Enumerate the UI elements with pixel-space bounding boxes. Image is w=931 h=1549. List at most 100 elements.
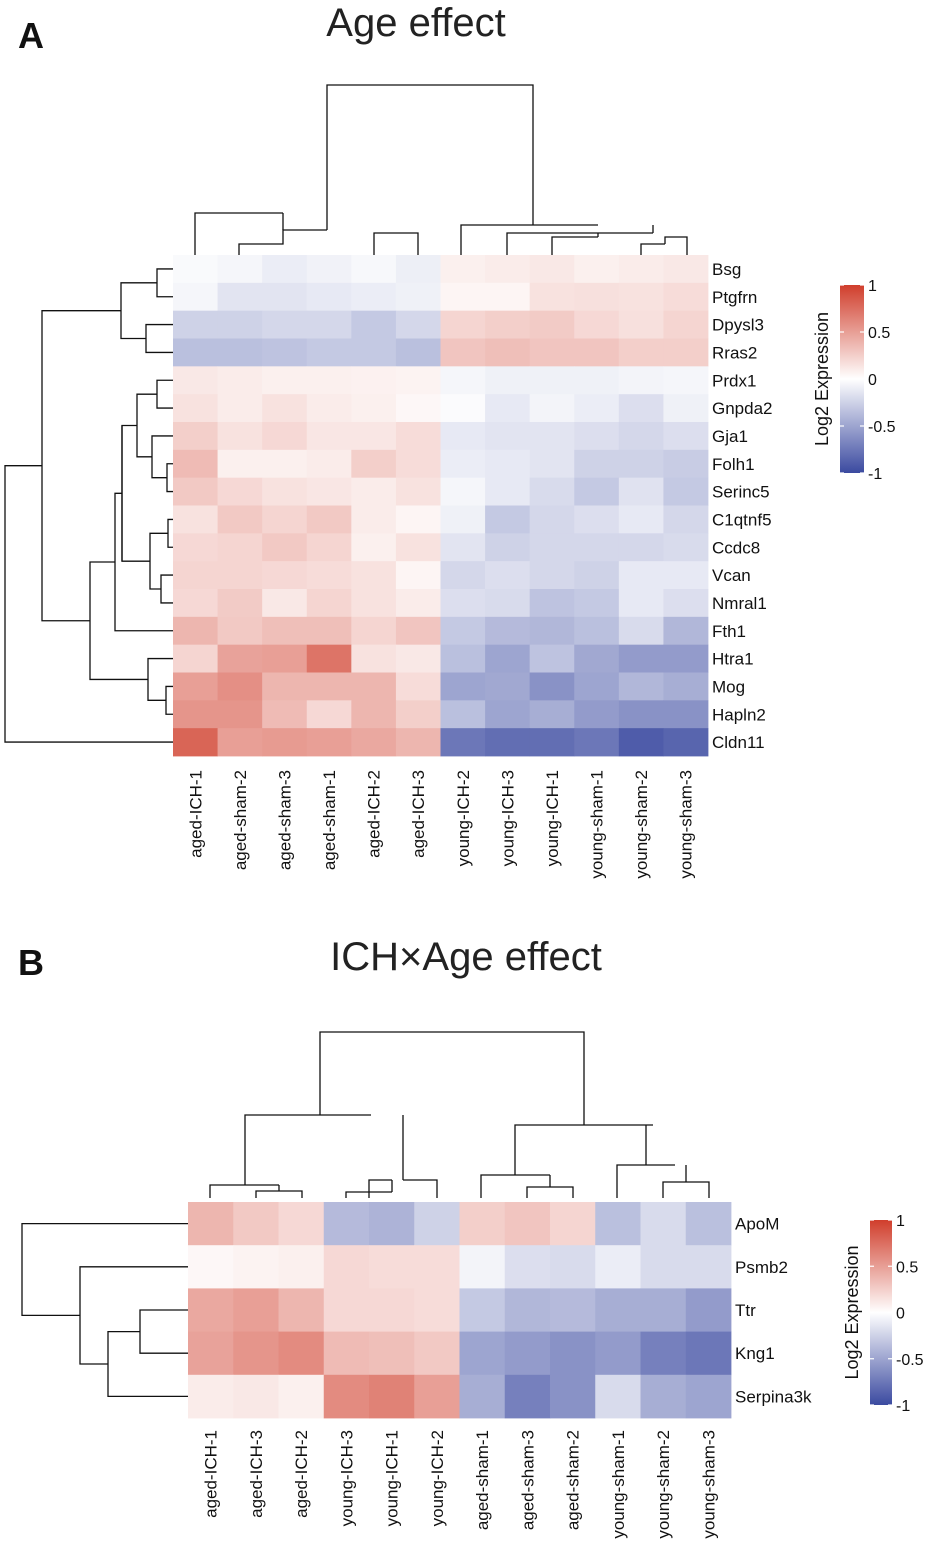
heatmap-cell (459, 1288, 506, 1332)
heatmap-cell (306, 394, 352, 423)
heatmap-cell (440, 616, 486, 646)
heatmap-cell (306, 338, 352, 367)
heatmap-cell (217, 533, 263, 562)
heatmap-cell (173, 533, 218, 562)
legend-tick-label: 1 (896, 1213, 905, 1230)
heatmap-cell (529, 672, 575, 701)
heatmap-cell (395, 338, 441, 367)
heatmap-cell (262, 672, 308, 701)
column-dendrogram-a (194, 84, 688, 255)
heatmap-cell (262, 700, 308, 729)
heatmap-cell (663, 616, 709, 646)
heatmap-cell (306, 477, 352, 506)
column-label: young-ICH-3 (498, 770, 517, 866)
heatmap-cell (262, 449, 308, 479)
heatmap-cell (440, 449, 486, 479)
heatmap-cell (351, 282, 397, 312)
heatmap-cell (440, 728, 486, 757)
panel-label-a: A (18, 15, 44, 56)
heatmap-cell (173, 644, 218, 673)
heatmap-cell (574, 394, 620, 423)
column-label: young-sham-3 (677, 770, 696, 879)
heatmap-cell (440, 338, 486, 367)
heatmap-cell (529, 505, 575, 534)
heatmap-cell (574, 644, 620, 673)
heatmap-cell (529, 644, 575, 673)
heatmap-cell (529, 422, 575, 451)
heatmap-cell (262, 338, 308, 367)
heatmap-cell (685, 1202, 732, 1246)
column-label: aged-ICH-1 (202, 1430, 221, 1518)
heatmap-cell (369, 1245, 415, 1289)
heatmap-cell (306, 589, 352, 618)
heatmap-cell (306, 616, 352, 646)
heatmap-cell (217, 449, 263, 479)
heatmap-cell (550, 1202, 596, 1246)
title-a: Age effect (326, 1, 505, 45)
legend-title: Log2 Expression (842, 1245, 862, 1379)
column-labels-b: aged-ICH-1 aged-ICH-3 aged-ICH-2 young-ICH-… (202, 1430, 719, 1539)
heatmap-cell (233, 1202, 279, 1246)
heatmap-cell (485, 477, 531, 506)
heatmap-cell (663, 561, 709, 590)
heatmap-cell (414, 1331, 460, 1376)
dendrogram-branch (4, 465, 173, 743)
column-label: young-ICH-2 (454, 770, 473, 866)
dendrogram-branch (136, 393, 157, 458)
heatmap-cells-a (173, 255, 709, 757)
dendrogram-branch (145, 323, 173, 354)
heatmap-cell (323, 1331, 370, 1376)
heatmap-cell (485, 310, 531, 339)
heatmap-cell (173, 505, 218, 534)
heatmap-cell (173, 394, 218, 423)
heatmap-cell (485, 700, 531, 729)
row-label: Bsg (712, 260, 741, 279)
heatmap-cell (262, 477, 308, 506)
heatmap-cell (278, 1202, 325, 1246)
heatmap-cell (485, 644, 531, 673)
dendrogram-branch (165, 685, 173, 715)
heatmap-cell (485, 282, 531, 312)
column-label: aged-ICH-3 (247, 1430, 266, 1518)
heatmap-cell (529, 728, 575, 757)
heatmap-cell (618, 505, 664, 534)
heatmap-cell (306, 561, 352, 590)
heatmap-cell (485, 422, 531, 451)
column-label: aged-sham-2 (564, 1430, 583, 1530)
legend-tick-label: -0.5 (896, 1352, 924, 1369)
column-label: young-ICH-3 (337, 1430, 356, 1526)
heatmap-cell (217, 255, 263, 284)
heatmap-cell (262, 422, 308, 451)
dendrogram-branch (89, 561, 148, 681)
heatmap-cell (395, 644, 441, 673)
heatmap-cell (618, 672, 664, 701)
heatmap-cell (640, 1202, 687, 1246)
heatmap-cell (618, 310, 664, 339)
heatmap-cell (529, 477, 575, 506)
heatmap-cell (459, 1245, 506, 1289)
row-label: Prdx1 (712, 371, 756, 390)
heatmap-cell (188, 1202, 234, 1246)
heatmap-cell (351, 255, 397, 284)
heatmap-cell (414, 1245, 460, 1289)
legend-tick-label: -1 (896, 1398, 910, 1415)
color-legend-a: 1 0.5 0 -0.5 -1 Log2 Expression (812, 278, 896, 483)
heatmap-cell (504, 1331, 551, 1376)
dendrogram-branch (147, 657, 173, 701)
row-label: Psmb2 (735, 1258, 788, 1277)
heatmap-cell (574, 282, 620, 312)
heatmap-cell (529, 394, 575, 423)
heatmap-cell (395, 366, 441, 395)
heatmap-cell (618, 728, 664, 757)
heatmap-cell (618, 338, 664, 367)
heatmap-cell (663, 728, 709, 757)
row-label: Fth1 (712, 622, 746, 641)
row-label: ApoM (735, 1215, 779, 1234)
heatmap-cell (529, 533, 575, 562)
heatmap-cell (306, 700, 352, 729)
heatmap-cell (173, 728, 218, 757)
heatmap-cell (574, 672, 620, 701)
heatmap-cell (529, 589, 575, 618)
column-label: young-ICH-1 (383, 1430, 402, 1526)
heatmap-cell (663, 394, 709, 423)
